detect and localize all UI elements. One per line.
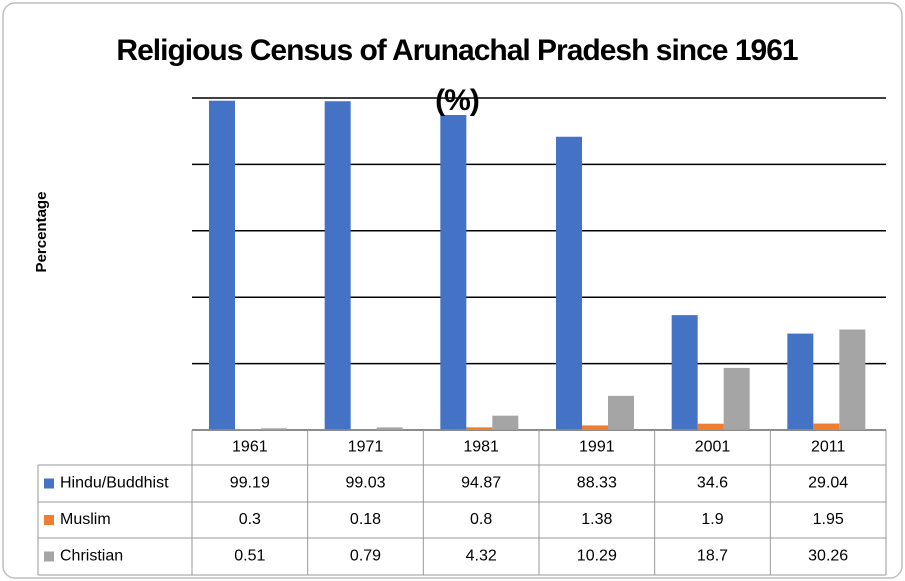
table-cell: 0.51 — [234, 548, 265, 565]
table-cell: 30.26 — [808, 548, 848, 565]
bar — [697, 423, 724, 430]
table-cell: 4.32 — [466, 548, 497, 565]
table-cell: 94.87 — [461, 475, 501, 492]
bar — [261, 428, 287, 430]
table-cell: 29.04 — [808, 475, 848, 492]
bar — [466, 427, 493, 430]
table-cell: 34.6 — [697, 475, 728, 492]
bar — [582, 425, 608, 430]
table-cell: 0.18 — [350, 511, 381, 528]
bar — [492, 415, 519, 430]
legend-label: Hindu/Buddhist — [60, 475, 169, 492]
bar — [556, 136, 582, 431]
y-axis-label: Percentage — [33, 192, 50, 273]
x-tick-label: 1961 — [232, 439, 268, 456]
table-cell: 0.79 — [350, 548, 381, 565]
legend-label: Muslim — [60, 511, 111, 528]
legend-swatch — [44, 515, 54, 525]
chart-title: Religious Census of Arunachal Pradesh si… — [116, 34, 798, 117]
x-tick-label: 1991 — [579, 439, 615, 456]
bar — [723, 367, 750, 430]
table-cell: 10.29 — [577, 548, 617, 565]
bar — [376, 427, 403, 430]
bar — [839, 329, 866, 430]
bar — [608, 395, 634, 430]
table-cell: 18.7 — [697, 548, 728, 565]
x-tick-label: 2011 — [811, 439, 846, 456]
table-cell: 0.8 — [470, 511, 492, 528]
legend-swatch — [44, 478, 54, 489]
legend-label: Christian — [60, 548, 123, 565]
table-cell: 1.95 — [813, 511, 844, 528]
x-tick-label: 2001 — [695, 439, 731, 456]
bar — [440, 115, 467, 430]
x-tick-label: 1971 — [348, 439, 384, 456]
table-cell: 1.38 — [581, 511, 612, 528]
bar — [671, 315, 698, 430]
bar — [324, 101, 351, 430]
table-cell: 0.3 — [239, 511, 261, 528]
x-tick-label: 1981 — [463, 439, 499, 456]
bar — [813, 423, 840, 430]
bar — [787, 333, 814, 430]
bar — [209, 100, 235, 430]
table-cell: 1.9 — [701, 511, 723, 528]
legend-swatch — [44, 551, 54, 562]
table-cell: 99.19 — [230, 475, 270, 492]
table-cell: 99.03 — [345, 475, 385, 492]
table-cell: 88.33 — [577, 475, 617, 492]
